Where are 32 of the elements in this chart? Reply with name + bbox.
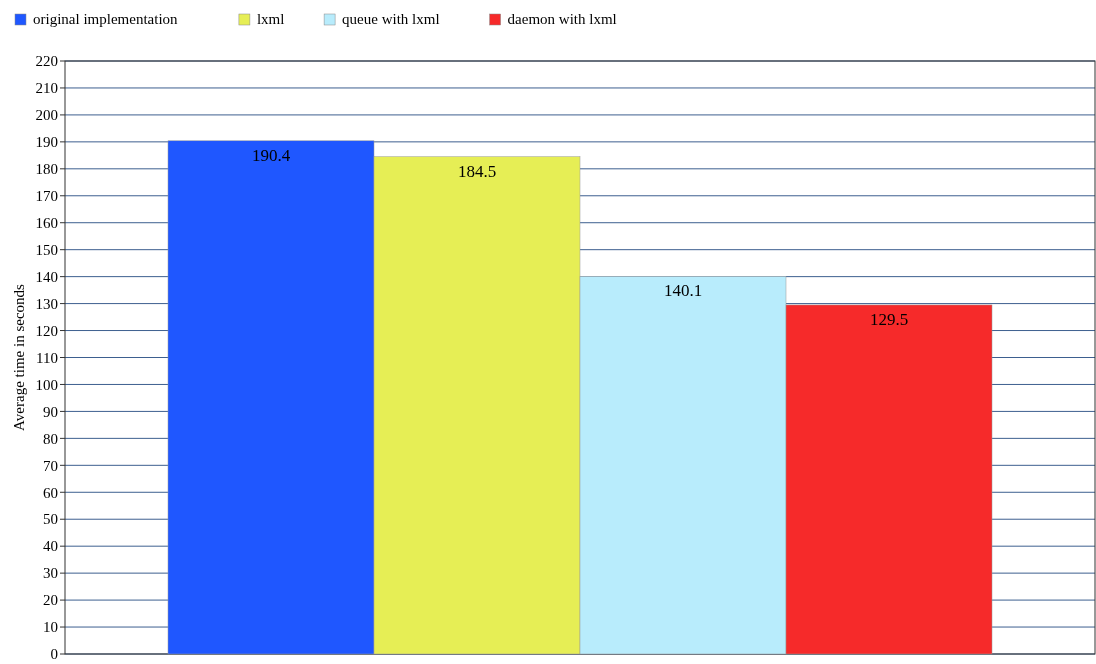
legend-label: queue with lxml [342,11,440,27]
data-label: 129.5 [869,309,909,329]
y-tick-label: 20 [43,592,58,609]
y-tick-label: 160 [35,214,58,231]
y-tick-label: 40 [43,538,58,555]
y-tick-label: 190 [35,134,58,151]
y-tick-label: 90 [43,403,58,420]
y-tick-label: 170 [35,188,58,205]
legend-label: daemon with lxml [507,11,617,27]
y-tick-label: 0 [50,646,58,663]
y-tick-label: 130 [35,295,58,312]
y-tick-label: 140 [35,268,58,285]
y-tick-label: 220 [35,53,58,70]
legend-label: original implementation [33,11,179,27]
y-tick-label: 110 [36,349,58,366]
y-tick-label: 100 [35,376,58,393]
y-tick-label: 60 [43,484,58,501]
y-tick-label: 80 [43,430,58,447]
y-tick-label: 10 [43,619,58,636]
data-label: 190.4 [251,145,291,165]
y-tick-label: 30 [43,565,58,582]
legend-label: lxml [256,11,285,27]
y-tick-label: 180 [35,161,58,178]
y-tick-label: 200 [35,107,58,124]
y-axis-title: Average time in seconds [11,283,27,431]
y-tick-label: 50 [43,511,58,528]
y-tick-label: 70 [43,457,58,474]
data-label: 184.5 [457,161,497,181]
y-tick-label: 210 [35,80,58,97]
data-label: 140.1 [663,281,703,301]
y-tick-label: 120 [35,322,58,339]
y-tick-label: 150 [35,241,58,258]
